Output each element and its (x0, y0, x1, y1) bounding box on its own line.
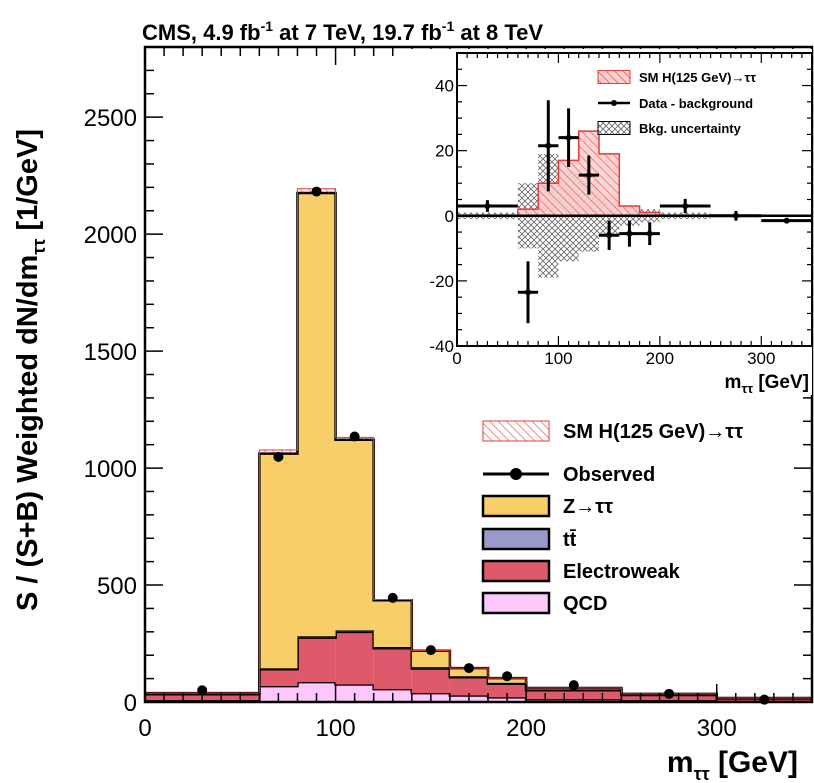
inset-plot: 0 100 200 300 -40 -20 0 20 40 mττ [GeV] SM H(125 G… (399, 49, 813, 396)
signal-bar-5 (599, 153, 620, 216)
bar-qcd-2 (297, 682, 336, 702)
bar-electroweak-7 (488, 683, 527, 698)
bar-z--4 (373, 600, 412, 648)
inset-y-tick-label: 40 (435, 77, 454, 96)
bar-electroweak-3 (335, 631, 374, 685)
legend-swatch-0 (482, 420, 550, 442)
x-tick-label: 0 (138, 715, 151, 742)
chart-title: CMS, 4.9 fb-1 at 7 TeV, 19.7 fb-1 at 8 T… (142, 18, 543, 45)
inset-legend-marker-data-dot (611, 100, 617, 106)
signal-bar-7 (639, 212, 660, 216)
inset-x-axis-label: mττ [GeV] (725, 372, 809, 396)
observed-point-4 (387, 592, 398, 603)
dmb-point-5 (606, 232, 613, 239)
main-legend: SM H(125 GeV)→ττ Observed Z→ττ tt̄ Electrowe… (481, 420, 743, 615)
signal-bar-2 (538, 183, 559, 216)
y-tick-label: 2500 (84, 105, 137, 132)
inset-x-tick-label: 300 (747, 349, 775, 368)
observed-point-7 (502, 671, 513, 682)
inset-legend-label-0: SM H(125 GeV)→ττ (639, 70, 756, 85)
observed-point-5 (425, 645, 436, 656)
dmb-point-7 (646, 230, 653, 237)
observed-point-1 (273, 451, 284, 462)
bar-electroweak-6 (449, 677, 489, 696)
bar-qcd-8 (526, 699, 622, 702)
title-part-0: CMS, 4.9 fb (142, 20, 261, 45)
bar-electroweak-1 (259, 669, 298, 687)
signal-bar-1 (517, 209, 539, 216)
x-tick-label: 200 (506, 715, 546, 742)
inset-y-tick-label: -20 (429, 272, 454, 291)
inset-x-tick-label: 200 (646, 349, 674, 368)
bar-electroweak-2 (297, 637, 336, 683)
y-axis-label: S / (S+B) Weighted dN/dmττ [1/GeV] (12, 129, 49, 611)
bar-sm-h-125-gev--1 (259, 450, 298, 454)
title-part-1: -1 (261, 18, 274, 34)
legend-label-2: Z→ττ (563, 496, 613, 518)
signal-bar-3 (558, 160, 579, 216)
dmb-point-6 (626, 230, 633, 237)
dmb-point-8 (682, 203, 689, 210)
y-tick-label: 1000 (84, 456, 137, 483)
inset-legend-label-2: Bkg. uncertainty (639, 121, 742, 136)
inset-y-tick-label: 20 (435, 142, 454, 161)
dmb-point-10 (783, 217, 790, 224)
title-part-3: -1 (442, 18, 455, 34)
bar-z--5 (411, 650, 450, 668)
legend-swatch-2 (481, 494, 551, 518)
title-part-2: at 7 TeV, 19.7 fb (273, 20, 442, 45)
inset-x-tick-label: 0 (452, 349, 461, 368)
observed-point-6 (463, 663, 474, 674)
legend-label-1: Observed (563, 464, 655, 486)
dmb-point-4 (585, 172, 592, 179)
bar-z--1 (259, 453, 298, 669)
observed-point-9 (664, 688, 675, 699)
legend-swatch-4 (481, 559, 551, 583)
legend-swatch-5 (481, 591, 551, 615)
inset-legend-label-1: Data - background (639, 96, 753, 111)
bar-electroweak-4 (373, 648, 412, 690)
observed-point-2 (311, 186, 322, 197)
bar-electroweak-8 (526, 690, 622, 700)
y-tick-label: 1500 (84, 339, 137, 366)
dmb-point-0 (484, 203, 491, 210)
x-tick-label: 100 (316, 715, 356, 742)
observed-point-8 (568, 680, 579, 691)
inset-x-tick-label: 100 (544, 349, 572, 368)
observed-point-0 (197, 685, 208, 696)
y-tick-label: 500 (97, 573, 137, 600)
inset-legend-swatch-signal (597, 70, 631, 84)
bar-z--2 (297, 192, 336, 637)
legend-swatch-3 (481, 527, 551, 551)
legend-label-0: SM H(125 GeV)→ττ (563, 421, 743, 443)
dmb-point-2 (545, 142, 552, 149)
y-tick-label: 2000 (84, 222, 137, 249)
bar-electroweak-5 (411, 668, 450, 694)
x-tick-label: 300 (697, 715, 737, 742)
observed-point-3 (349, 431, 360, 442)
inset-y-tick-label: -40 (429, 337, 454, 356)
dmb-point-9 (732, 212, 739, 219)
legend-label-3: tt̄ (563, 529, 577, 551)
dmb-point-3 (565, 134, 572, 141)
bar-z--3 (335, 439, 374, 631)
y-tick-label: 0 (124, 690, 137, 717)
legend-marker-observed-dot (510, 468, 522, 480)
legend-label-5: QCD (563, 593, 607, 615)
dmb-point-1 (525, 289, 531, 296)
inset-y-tick-label: 0 (445, 207, 454, 226)
legend-label-4: Electroweak (563, 561, 681, 583)
x-axis-label: mττ [GeV] (667, 746, 798, 783)
inset-legend-swatch-bkg (597, 121, 631, 135)
signal-bar-6 (619, 206, 640, 216)
title-part-4: at 8 TeV (454, 20, 543, 45)
